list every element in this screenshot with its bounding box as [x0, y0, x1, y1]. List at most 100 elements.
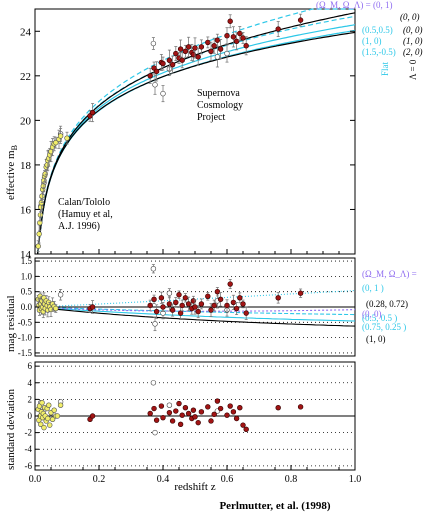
high-z-point: [151, 296, 157, 303]
high-z-point: [153, 308, 160, 315]
high-z-point: [158, 403, 165, 409]
high-z-point: [227, 281, 233, 287]
low-z-point: [49, 416, 56, 423]
bot-y-tick-label: -4: [25, 444, 33, 454]
open-point: [166, 402, 173, 408]
high-z-point: [208, 418, 214, 424]
high-z-point: [158, 295, 165, 301]
middle-legend-entry-6: (1, 0): [366, 334, 386, 344]
high-z-point: [224, 33, 230, 39]
open-point: [152, 321, 158, 327]
low-z-point: [38, 204, 44, 210]
high-z-point: [147, 302, 153, 309]
top-y-tick-label: 22: [20, 71, 31, 83]
top-legend-l0-entry-1: (0, 0): [403, 25, 423, 35]
mid-y-tick-label: 0.0: [21, 302, 33, 312]
bot-x-tick-label: 0.4: [157, 474, 170, 485]
high-z-point: [205, 293, 211, 299]
top-legend-flat-entry-3: (1.5,-0.5): [362, 47, 396, 57]
top-y-tick-label: 18: [20, 160, 32, 172]
high-z-point: [89, 109, 96, 116]
x-axis-label: redshift z: [174, 481, 215, 493]
high-z-point: [227, 403, 233, 409]
middle-legend-header: (Ω_M, Ω_Λ) =: [362, 269, 417, 279]
high-z-point: [89, 413, 96, 419]
high-z-point: [176, 400, 182, 407]
high-z-point: [214, 398, 221, 404]
high-z-point: [275, 295, 281, 301]
high-z-point: [297, 404, 304, 410]
middle-panel-grid: [35, 260, 355, 354]
open-point: [57, 292, 64, 298]
high-z-point: [243, 310, 249, 316]
bottom-panel-y-label: standard deviation: [5, 389, 17, 470]
high-z-point: [198, 409, 205, 415]
top-legend-flat-entry-2: (1, 0): [362, 36, 382, 46]
high-z-point: [240, 422, 246, 428]
top-y-tick-label: 24: [20, 26, 32, 38]
high-z-point: [160, 414, 166, 421]
high-z-point: [89, 304, 96, 310]
mid-y-tick-label: -0.5: [18, 317, 33, 327]
high-z-point: [208, 48, 214, 55]
scp-line-2: Cosmology: [197, 100, 243, 111]
calan-line-1: Calan/Tololo: [58, 197, 110, 208]
high-z-point: [243, 426, 249, 432]
low-z-point: [45, 415, 51, 422]
top-legend-l0-entry-3: (2, 0): [403, 47, 423, 57]
low-z-point: [35, 243, 41, 249]
high-z-point: [185, 44, 192, 50]
bot-x-tick-label: 0.2: [93, 474, 106, 485]
open-point: [150, 266, 157, 272]
high-z-point: [198, 301, 205, 307]
high-z-point: [160, 304, 166, 310]
high-z-point: [297, 17, 304, 23]
top-legend-l0-entry-2: (1, 0): [403, 36, 423, 46]
high-z-point: [147, 410, 153, 417]
top-legend-lambda0-label: Λ = 0: [408, 59, 418, 80]
high-z-point: [240, 301, 246, 307]
bot-y-tick-label: -6: [25, 461, 33, 471]
mid-y-tick-label: -1.0: [18, 333, 33, 343]
middle-legend-entry-4: (0, 0): [362, 309, 382, 319]
high-z-point: [224, 412, 230, 418]
top-y-tick-label: 20: [20, 115, 32, 127]
open-point: [160, 90, 166, 97]
bot-y-tick-label: -2: [25, 428, 33, 438]
low-z-point: [36, 231, 42, 237]
top-panel-points: [35, 13, 304, 253]
middle-legend-entry-1: (0, 1 ): [362, 283, 384, 293]
high-z-point: [151, 405, 157, 412]
high-z-point: [153, 417, 160, 423]
high-z-point: [230, 299, 237, 306]
calan-line-2: (Hamuy et al,: [58, 209, 113, 220]
high-z-point: [177, 421, 184, 428]
scp-line-3: Project: [197, 112, 226, 123]
middle-panel-y-axis: -1.5 -1.0 -0.5 0.0 0.5 1.0 1.5: [18, 256, 39, 358]
open-point: [152, 82, 158, 88]
high-z-point: [147, 73, 153, 79]
middle-legend: (Ω_M, Ω_Λ) = (0, 1 ) (0.28, 0.72) (0.5, …: [362, 269, 417, 344]
bot-y-tick-label: 0: [28, 411, 33, 421]
high-z-point: [227, 18, 233, 24]
high-z-point: [217, 405, 224, 412]
scp-line-1: Supernova: [197, 88, 240, 99]
high-z-point: [230, 34, 237, 40]
top-panel-y-label: effective mB: [5, 145, 19, 200]
open-point: [214, 54, 221, 60]
high-z-point: [198, 44, 205, 50]
high-z-point: [182, 48, 189, 55]
open-point: [150, 40, 157, 47]
low-z-point: [37, 220, 43, 226]
middle-legend-entry-3: (0.5, 0.5 ): [362, 313, 397, 323]
open-point: [224, 50, 230, 57]
high-z-point: [173, 408, 179, 414]
high-z-point: [208, 307, 214, 313]
high-z-point: [182, 295, 189, 301]
low-z-point: [42, 171, 48, 177]
high-z-point: [237, 295, 243, 301]
low-z-point: [54, 413, 61, 419]
open-point: [166, 290, 173, 296]
high-z-point: [195, 419, 201, 426]
